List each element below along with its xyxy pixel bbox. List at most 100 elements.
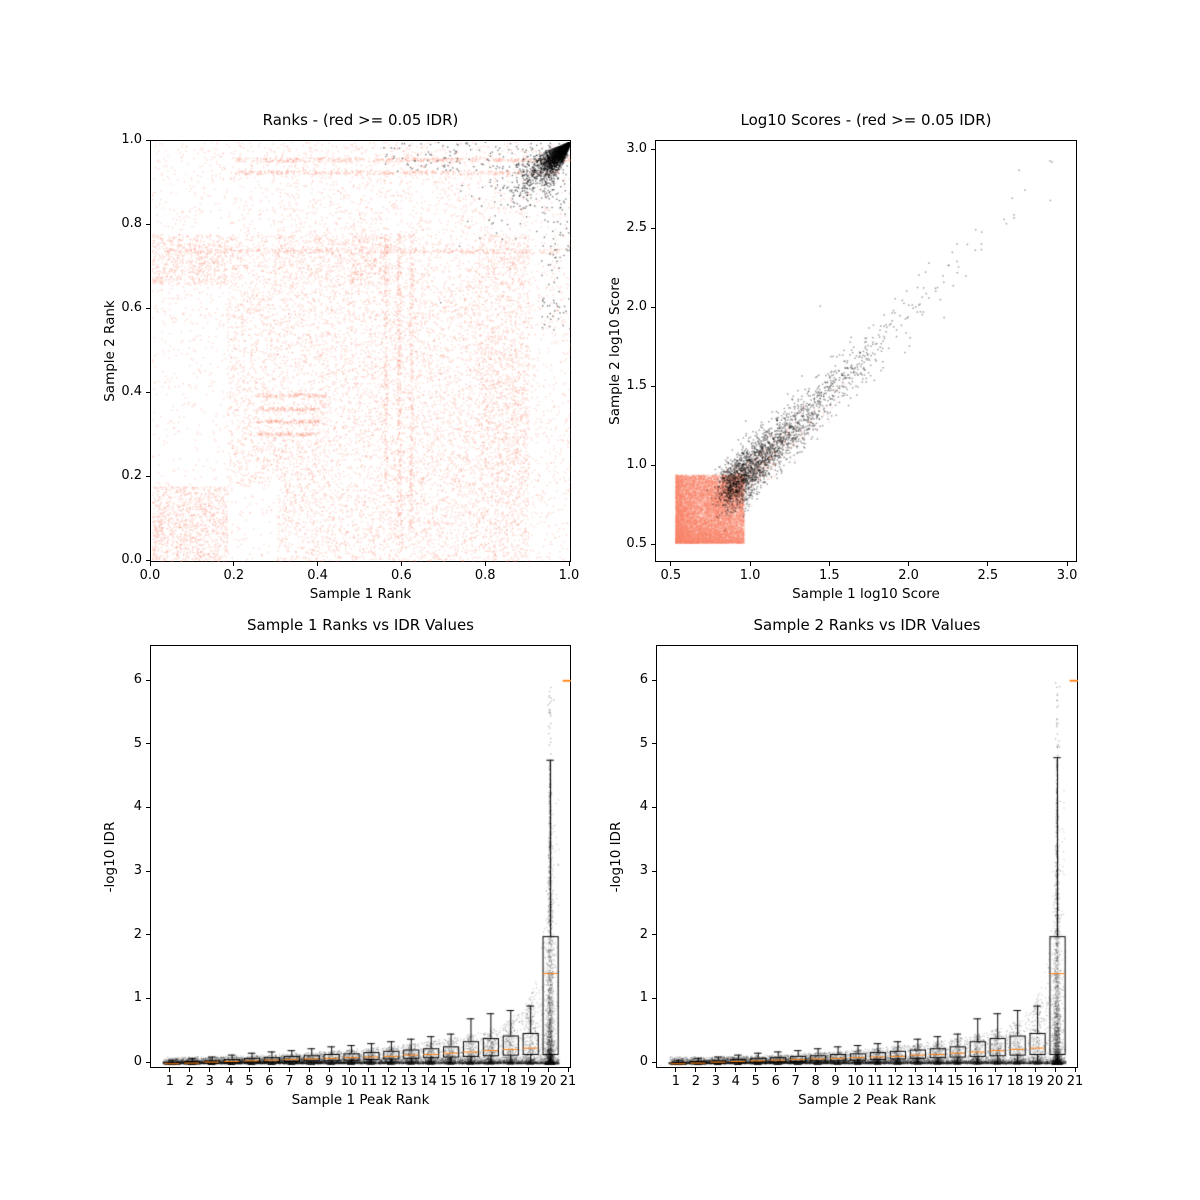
x-tick-mark <box>209 1068 211 1072</box>
sample1-rank-idr-canvas <box>152 647 571 1068</box>
x-tick-label: 19 <box>1026 1074 1044 1089</box>
y-axis-label: -log10 IDR <box>608 821 624 892</box>
y-axis-label: -log10 IDR <box>102 821 118 892</box>
y-tick-label: 0.6 <box>121 300 142 315</box>
y-tick-label: 2 <box>133 926 142 942</box>
y-tick-mark <box>146 391 150 393</box>
x-tick-mark <box>1074 1068 1076 1072</box>
x-tick-label: 11 <box>867 1074 884 1089</box>
y-tick-label: 0.2 <box>121 468 142 483</box>
x-tick-label: 8 <box>305 1074 314 1089</box>
x-tick-label: 16 <box>460 1074 477 1089</box>
y-tick-mark <box>651 385 655 387</box>
x-tick-label: 16 <box>966 1074 984 1089</box>
x-tick-mark <box>695 1068 697 1072</box>
x-tick-mark <box>954 1068 956 1072</box>
x-tick-mark <box>934 1068 936 1072</box>
y-tick-mark <box>146 223 150 225</box>
subplot-title: Sample 1 Ranks vs IDR Values <box>246 616 474 634</box>
x-tick-mark <box>675 1068 677 1072</box>
y-tick-label: 2.5 <box>626 220 647 236</box>
x-tick-mark <box>169 1068 171 1072</box>
y-tick-label: 5 <box>639 735 648 751</box>
y-tick-label: 1 <box>133 990 142 1006</box>
x-tick-mark <box>987 562 989 566</box>
x-tick-label: 1.5 <box>818 568 840 583</box>
x-tick-mark <box>288 1068 290 1072</box>
x-tick-mark <box>189 1068 191 1072</box>
y-tick-mark <box>651 464 655 466</box>
x-tick-mark <box>229 1068 231 1072</box>
x-tick-mark <box>428 1068 430 1072</box>
x-tick-label: 9 <box>831 1074 840 1089</box>
x-tick-label: 9 <box>325 1074 334 1089</box>
x-tick-mark <box>894 1068 896 1072</box>
x-tick-mark <box>308 1068 310 1072</box>
subplot-title: Ranks - (red >= 0.05 IDR) <box>262 111 459 129</box>
x-tick-label: 10 <box>847 1074 864 1089</box>
x-tick-mark <box>994 1068 996 1072</box>
y-tick-mark <box>651 543 655 545</box>
y-tick-label: 6 <box>133 672 142 688</box>
x-tick-label: 2.5 <box>977 568 999 583</box>
x-tick-mark <box>815 1068 817 1072</box>
y-tick-mark <box>146 679 150 681</box>
x-tick-label: 2 <box>691 1074 701 1089</box>
x-tick-label: 2.0 <box>898 568 919 583</box>
subplot-title: Log10 Scores - (red >= 0.05 IDR) <box>740 111 992 129</box>
x-tick-label: 12 <box>380 1074 398 1089</box>
x-tick-label: 0.0 <box>139 568 161 583</box>
subplot-rank-scatter: Ranks - (red >= 0.05 IDR) Sample 2 Rank … <box>102 111 579 602</box>
x-tick-mark <box>1034 1068 1036 1072</box>
x-tick-label: 0.8 <box>474 568 496 583</box>
y-tick-mark <box>146 559 150 561</box>
y-tick-mark <box>146 307 150 309</box>
y-tick-label: 0.5 <box>626 536 647 552</box>
y-tick-label: 6 <box>639 672 648 688</box>
y-tick-mark <box>652 1061 656 1063</box>
y-tick-mark <box>652 806 656 808</box>
y-tick-label: 4 <box>133 799 142 815</box>
x-tick-label: 21 <box>1066 1074 1084 1089</box>
plot-area <box>656 645 1078 1068</box>
x-tick-label: 3 <box>205 1074 214 1089</box>
y-tick-mark <box>146 806 150 808</box>
x-tick-label: 3.0 <box>1056 568 1078 583</box>
y-tick-mark <box>146 743 150 745</box>
y-tick-mark <box>146 934 150 936</box>
plot-area <box>150 645 571 1068</box>
y-tick-mark <box>651 227 655 229</box>
x-tick-mark <box>795 1068 797 1072</box>
x-tick-mark <box>408 1068 410 1072</box>
x-tick-label: 12 <box>887 1074 904 1089</box>
x-tick-mark <box>828 562 830 566</box>
y-tick-label: 2 <box>639 926 648 942</box>
x-tick-mark <box>547 1068 549 1072</box>
subplot-sample2-rank-idr: Sample 2 Ranks vs IDR Values -log10 IDR … <box>608 616 1083 1108</box>
x-tick-mark <box>568 562 570 566</box>
x-tick-label: 14 <box>927 1074 944 1089</box>
y-tick-mark <box>651 148 655 150</box>
y-tick-label: 0.8 <box>121 216 142 231</box>
x-tick-label: 6 <box>771 1074 780 1089</box>
x-axis-label: Sample 1 Rank <box>309 586 412 602</box>
sample2-rank-idr-canvas <box>658 647 1078 1068</box>
y-tick-mark <box>651 306 655 308</box>
x-tick-label: 4 <box>731 1074 740 1089</box>
x-tick-mark <box>467 1068 469 1072</box>
x-tick-mark <box>328 1068 330 1072</box>
x-tick-label: 4 <box>225 1074 234 1089</box>
x-tick-label: 18 <box>1006 1074 1024 1089</box>
x-tick-label: 1 <box>165 1074 175 1089</box>
x-tick-mark <box>487 1068 489 1072</box>
x-tick-mark <box>388 1068 390 1072</box>
x-tick-label: 7 <box>285 1074 294 1089</box>
y-tick-mark <box>652 934 656 936</box>
x-tick-mark <box>249 1068 251 1072</box>
y-tick-label: 1 <box>639 990 648 1006</box>
y-tick-mark <box>146 997 150 999</box>
x-tick-mark <box>268 1068 270 1072</box>
plot-area <box>150 140 571 562</box>
x-tick-label: 19 <box>519 1074 537 1089</box>
